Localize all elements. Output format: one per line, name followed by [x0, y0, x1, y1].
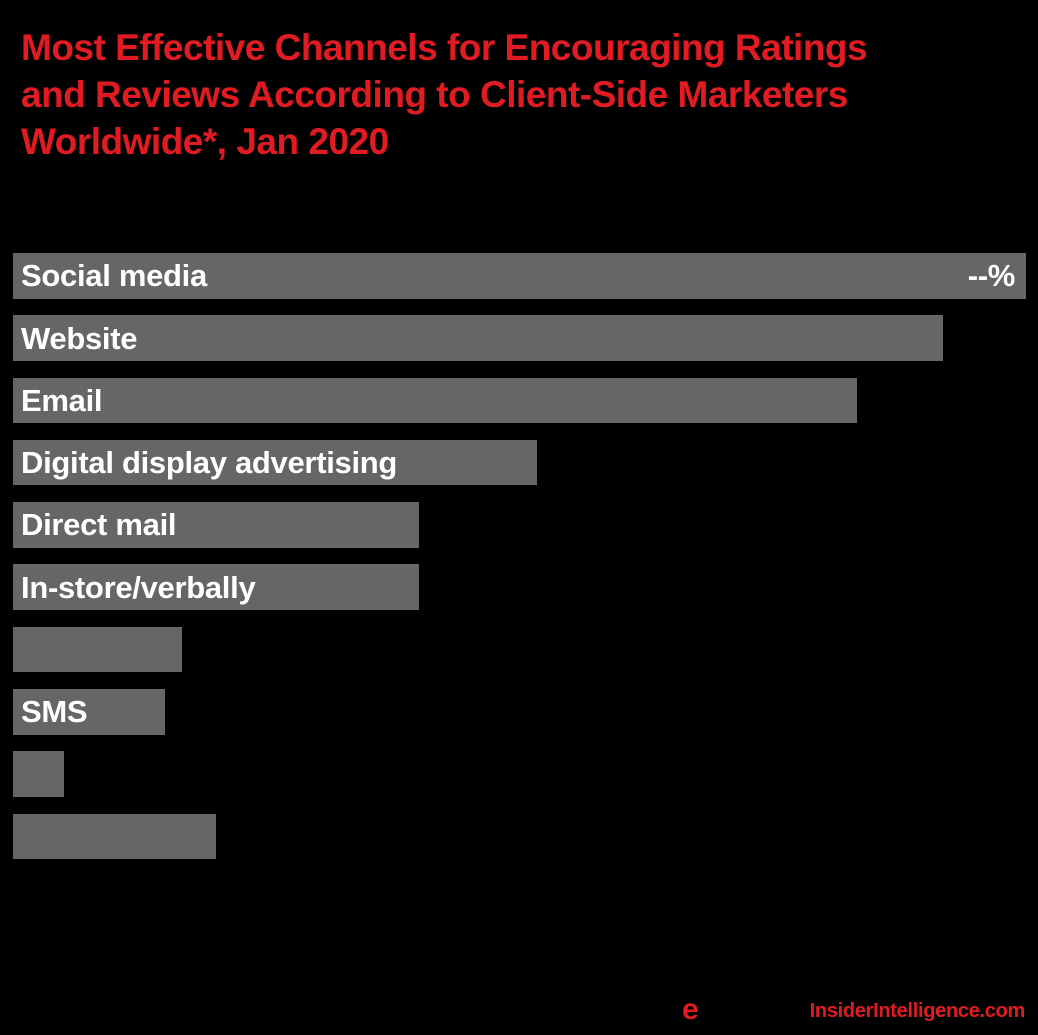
bar: Website — [13, 315, 943, 361]
bar-label: Website — [21, 320, 138, 356]
bar-label: Social media — [21, 258, 207, 294]
bar-row: Website — [13, 315, 1038, 361]
bar-value-label: --% — [967, 258, 1016, 294]
bar — [13, 813, 216, 860]
emarketer-logo-e: e — [682, 993, 699, 1026]
chart-title-line-1: Most Effective Channels for Encouraging … — [21, 27, 868, 68]
bar-row: Email — [13, 377, 1038, 424]
chart-title-line-3: Worldwide*, Jan 2020 — [21, 121, 389, 162]
bar-label: In-store/verbally — [21, 569, 256, 605]
bar: In-store/verbally — [13, 564, 419, 610]
bar: Email — [13, 377, 857, 424]
bar: Direct mail — [13, 502, 419, 548]
bar: SMS — [13, 689, 165, 735]
bar-label: Direct mail — [21, 507, 177, 543]
chart-title-line-2: and Reviews According to Client-Side Mar… — [21, 74, 848, 115]
insider-intelligence-link[interactable]: InsiderIntelligence.com — [809, 1000, 1026, 1022]
bar-row — [13, 813, 1038, 860]
bar-row: Digital display advertising — [13, 439, 1038, 486]
bar-row — [13, 751, 1038, 797]
bar — [13, 626, 182, 673]
bar-row: In-store/verbally — [13, 564, 1038, 610]
bar: Digital display advertising — [13, 439, 537, 486]
bar — [13, 751, 64, 797]
bar: Social media --% — [13, 253, 1026, 299]
bar-chart: Social media --% Website Email Digital d… — [13, 253, 1038, 876]
bar-label: Digital display advertising — [21, 445, 398, 481]
bar-row: Social media --% — [13, 253, 1038, 299]
bar-row: SMS — [13, 689, 1038, 735]
bar-label: SMS — [21, 694, 88, 730]
bar-row — [13, 626, 1038, 673]
chart-title: Most Effective Channels for Encouraging … — [21, 24, 868, 165]
bar-label: Email — [21, 382, 103, 418]
bar-row: Direct mail — [13, 502, 1038, 548]
